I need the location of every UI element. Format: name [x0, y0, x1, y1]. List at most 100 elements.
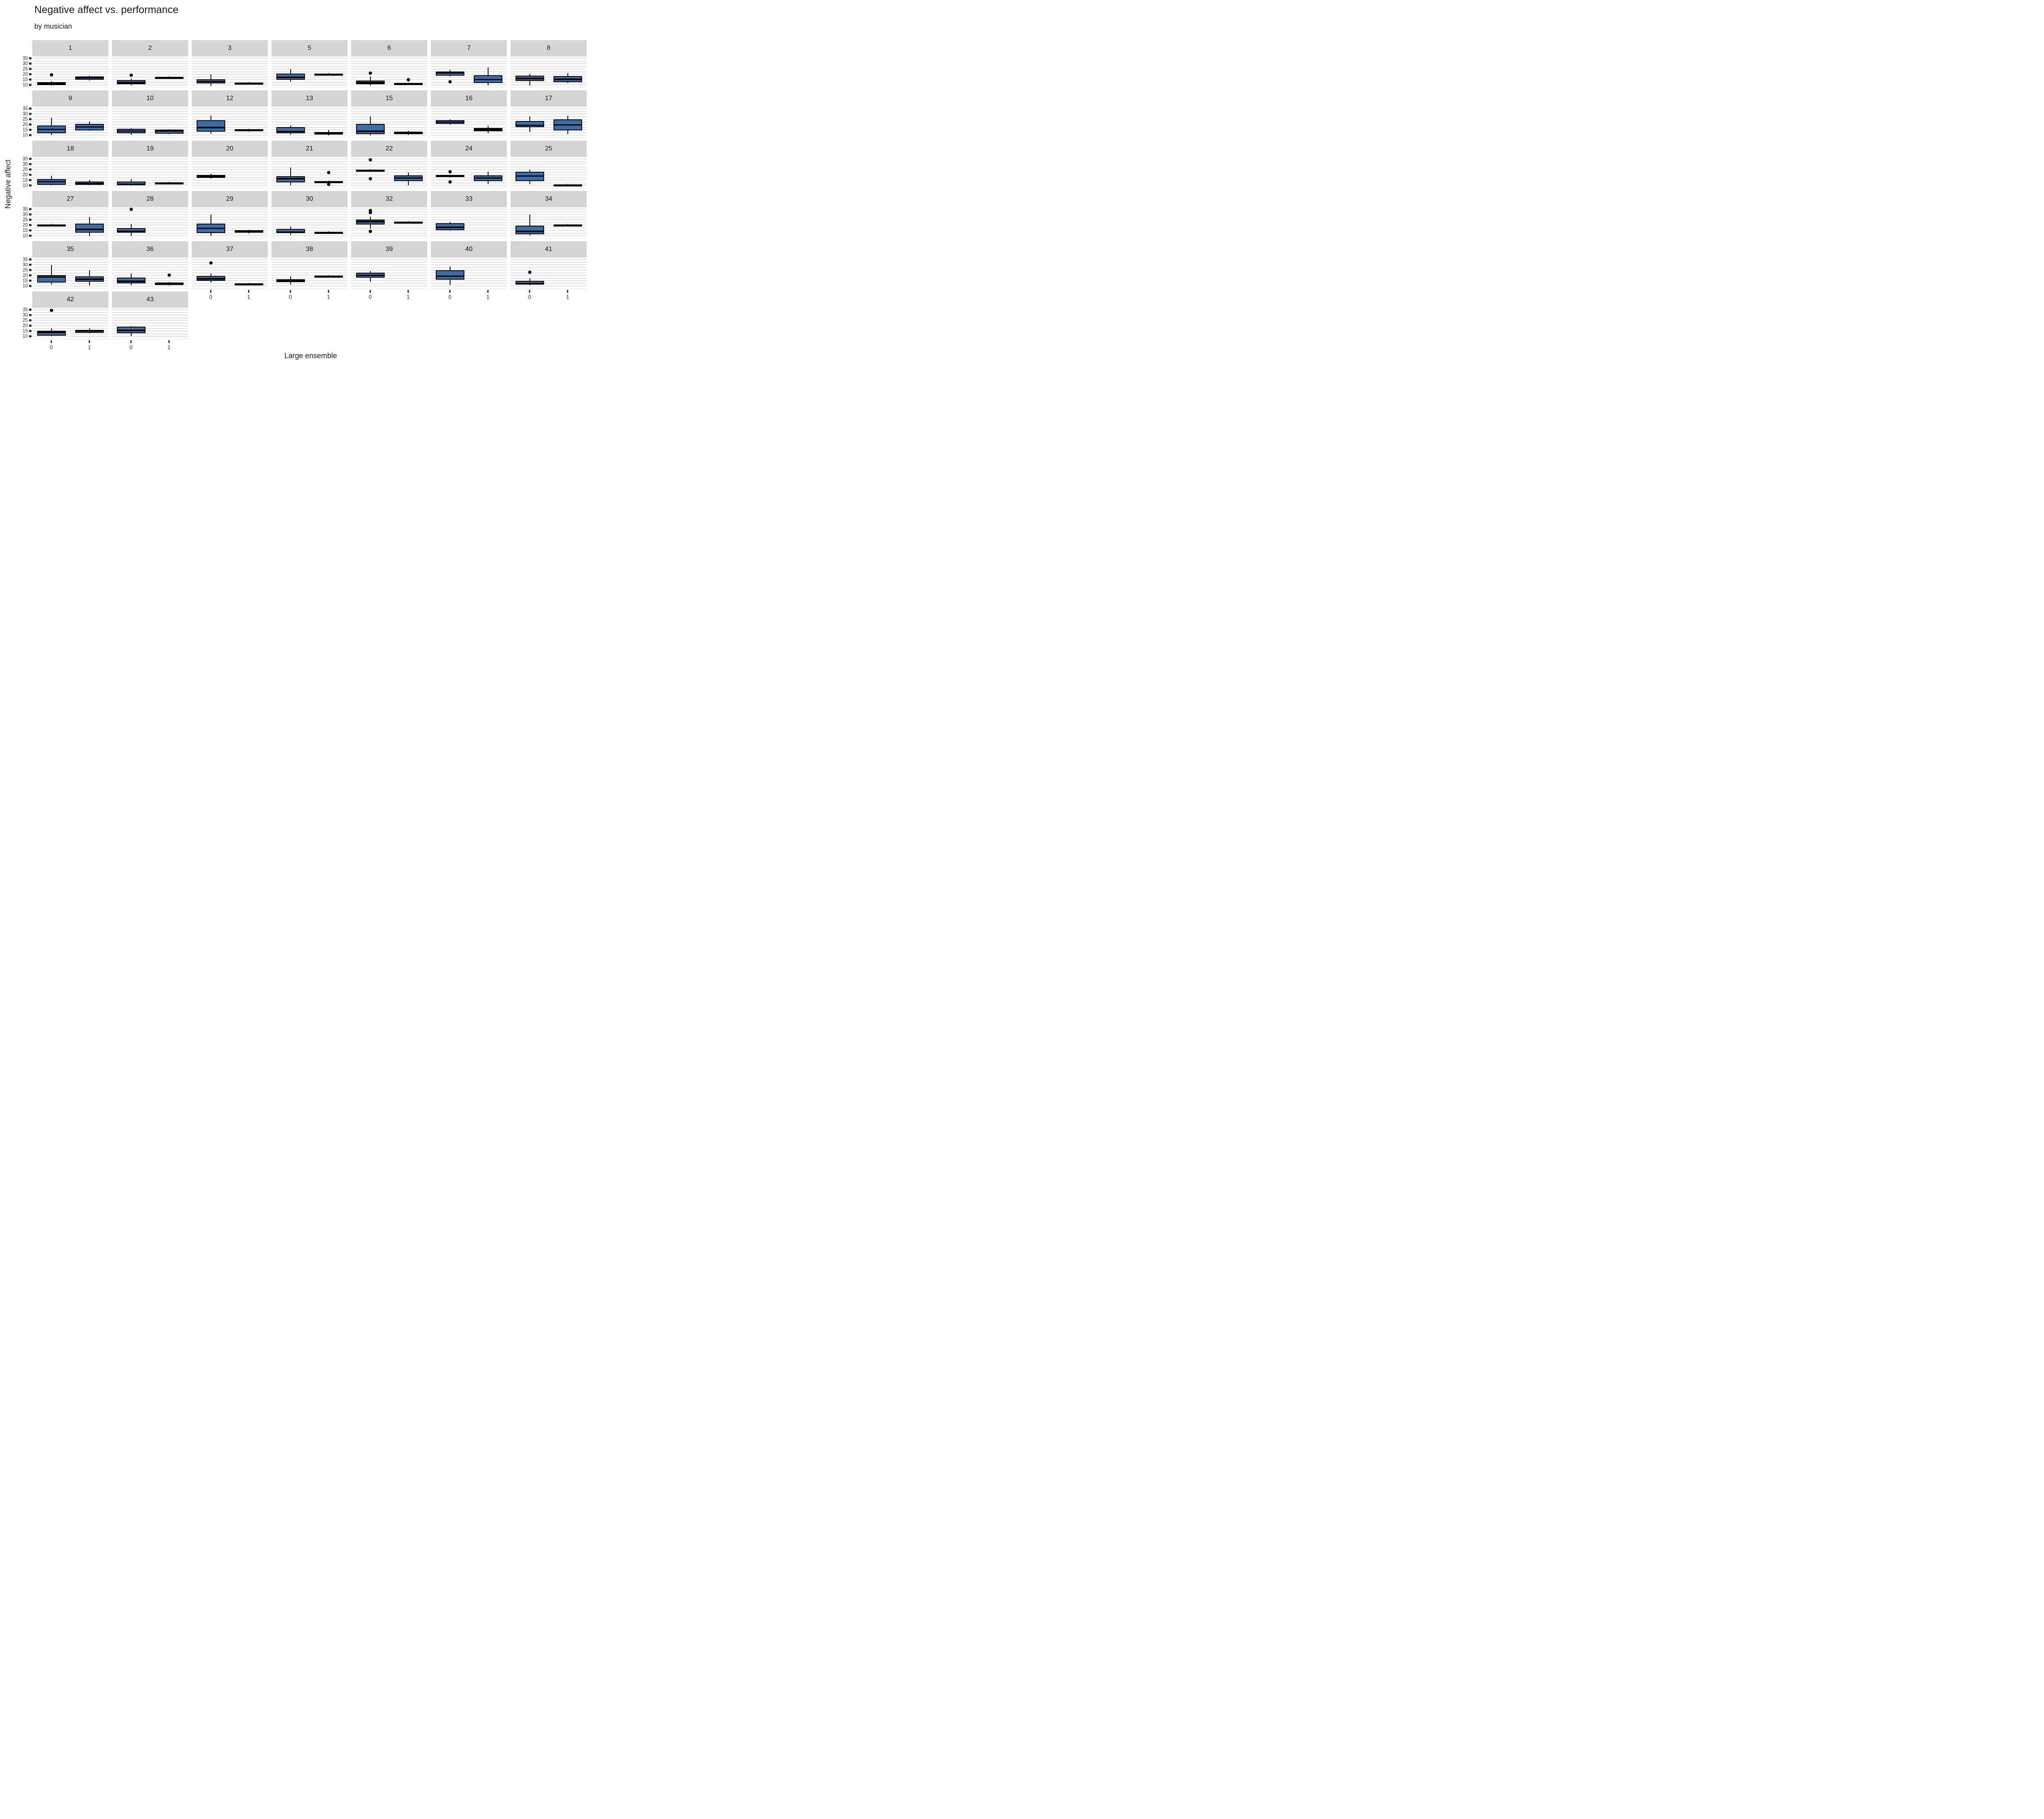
outlier-dot — [448, 170, 452, 173]
boxplot-median — [554, 79, 581, 80]
facet-strip-label: 19 — [146, 145, 154, 152]
gridline — [112, 336, 188, 337]
facet-strip-label: 40 — [465, 246, 473, 253]
y-tick-mark — [29, 229, 31, 232]
gridline — [271, 74, 347, 75]
facet-strip-label: 10 — [146, 95, 154, 102]
gridline — [431, 76, 507, 78]
gridline — [511, 267, 587, 268]
facet-strip: 25 — [511, 141, 587, 157]
gridline — [511, 135, 587, 136]
gridline — [32, 110, 108, 112]
boxplot-median — [277, 178, 304, 179]
gridline — [112, 235, 188, 237]
y-tick-label: 35 — [22, 156, 28, 161]
gridline — [271, 259, 347, 260]
boxplot-median — [38, 224, 65, 226]
facet-strip-label: 3 — [228, 45, 232, 52]
gridline — [511, 110, 587, 112]
y-tick-mark — [29, 280, 31, 282]
gridline — [271, 216, 347, 218]
boxplot-median — [356, 130, 384, 132]
gridline — [431, 171, 507, 173]
gridline — [32, 224, 108, 226]
gridline — [511, 161, 587, 162]
gridline — [431, 108, 507, 110]
gridline — [192, 63, 268, 65]
gridline — [351, 185, 427, 186]
boxplot-box — [435, 270, 464, 280]
facet-19: 19 — [112, 141, 188, 188]
facet-panel — [431, 258, 507, 289]
gridline — [511, 84, 587, 86]
gridline — [32, 227, 108, 229]
gridline — [192, 60, 268, 62]
gridline — [271, 224, 347, 226]
facet-strip: 28 — [112, 191, 188, 207]
gridline — [32, 272, 108, 274]
y-tick-label: 15 — [22, 228, 28, 233]
gridline — [112, 68, 188, 70]
gridline — [32, 288, 108, 289]
facet-8: 8 — [511, 40, 587, 87]
facet-panel — [32, 308, 108, 339]
boxplot-median — [356, 170, 384, 172]
facet-strip: 24 — [431, 141, 507, 157]
gridline — [112, 177, 188, 178]
gridline — [271, 179, 347, 181]
gridline — [271, 129, 347, 131]
facet-strip-label: 27 — [67, 195, 74, 202]
gridline — [192, 68, 268, 70]
gridline — [192, 227, 268, 229]
facet-panel — [32, 157, 108, 188]
gridline — [511, 261, 587, 263]
gridline — [511, 224, 587, 226]
facet-panel — [431, 107, 507, 138]
gridline — [351, 179, 427, 181]
y-tick-mark — [29, 224, 31, 227]
facet-panel — [112, 258, 188, 289]
gridline — [511, 227, 587, 229]
boxplot-median — [394, 177, 422, 179]
y-tick-mark — [29, 309, 31, 311]
facet-strip: 39 — [351, 241, 427, 258]
gridline — [511, 108, 587, 110]
boxplot-median — [197, 175, 224, 177]
gridline — [511, 129, 587, 131]
gridline — [351, 84, 427, 86]
gridline — [511, 272, 587, 274]
facet-strip-label: 36 — [146, 246, 154, 253]
gridline — [192, 137, 268, 138]
gridline — [271, 209, 347, 210]
gridline — [271, 232, 347, 234]
boxplot-box — [37, 331, 66, 336]
gridline — [351, 209, 427, 210]
facet-strip-label: 24 — [465, 145, 473, 152]
facet-strip-label: 21 — [306, 145, 313, 152]
gridline — [32, 74, 108, 75]
gridline — [351, 177, 427, 178]
gridline — [431, 81, 507, 83]
facet-5: 5 — [271, 40, 347, 87]
gridline — [32, 211, 108, 213]
y-tick-label: 15 — [22, 177, 28, 183]
y-tick-mark — [29, 269, 31, 271]
boxplot-median — [474, 79, 502, 81]
facet-strip-label: 38 — [306, 246, 313, 253]
gridline — [511, 76, 587, 78]
gridline — [192, 219, 268, 221]
gridline — [351, 264, 427, 266]
y-tick-label: 20 — [22, 273, 28, 278]
y-tick-mark — [29, 174, 31, 176]
gridline — [112, 110, 188, 112]
facet-strip: 12 — [192, 90, 268, 107]
facet-strip-label: 37 — [226, 246, 233, 253]
y-tick-mark — [29, 84, 31, 86]
chart-page: Negative affect vs. performance by music… — [0, 0, 589, 364]
gridline — [32, 185, 108, 186]
boxplot-median — [197, 81, 224, 83]
gridline — [431, 84, 507, 86]
gridline — [32, 84, 108, 86]
gridline — [511, 166, 587, 168]
gridline — [511, 121, 587, 123]
